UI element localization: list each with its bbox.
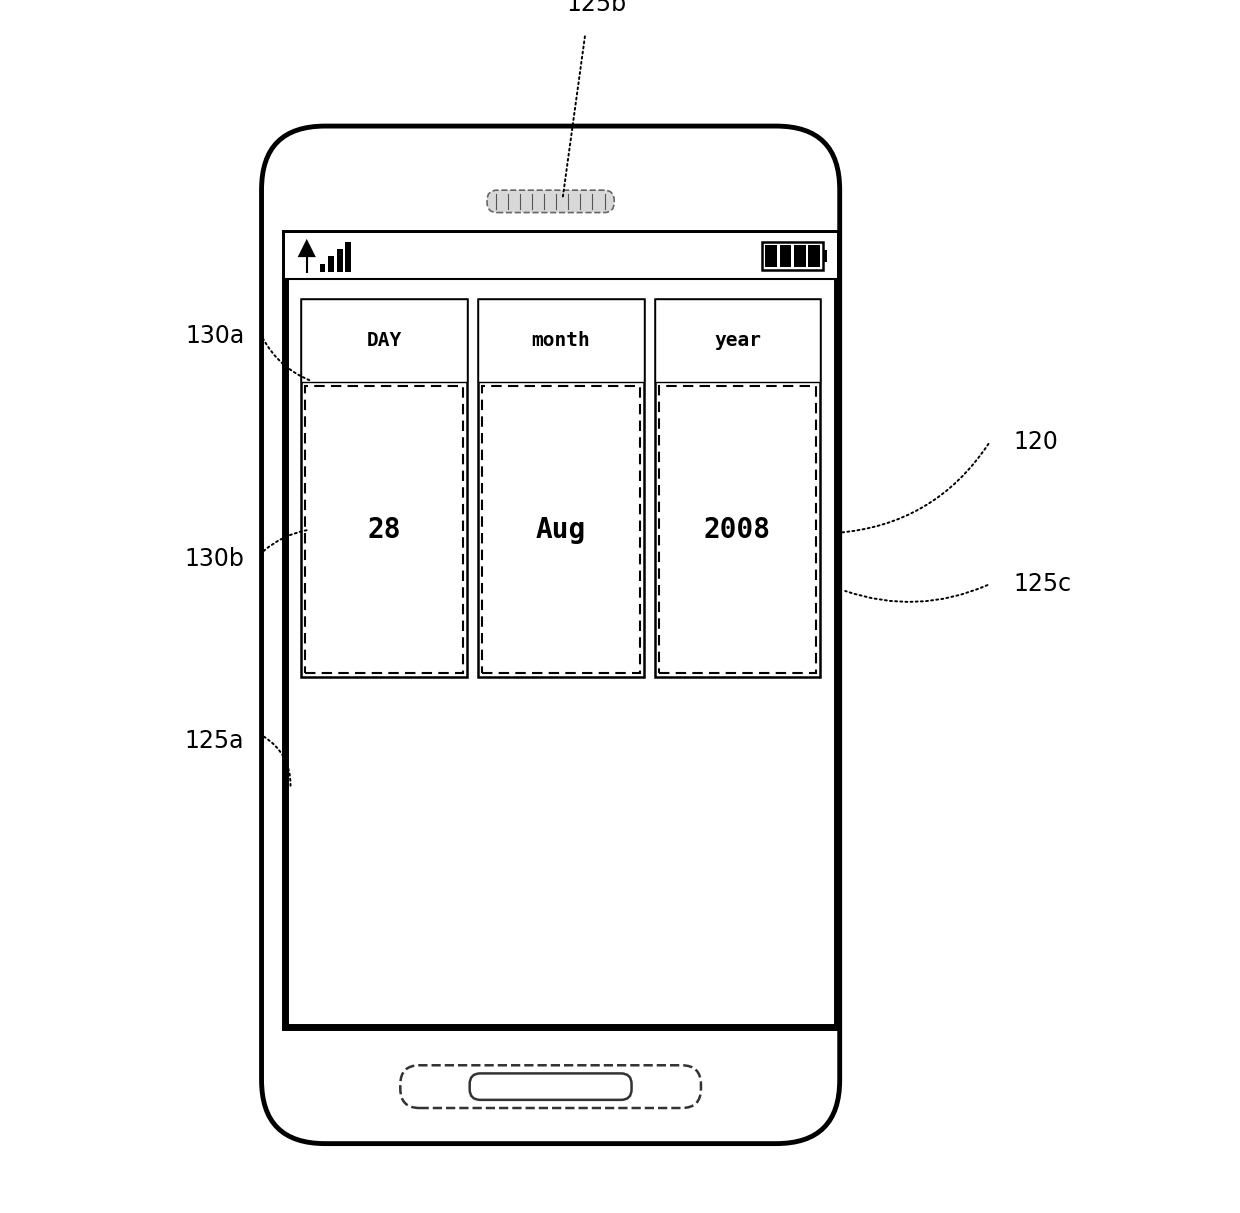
Text: 130a: 130a	[185, 324, 244, 348]
Bar	[285, 233, 837, 1026]
Bar	[482, 386, 640, 673]
Bar	[655, 298, 820, 677]
FancyBboxPatch shape	[487, 190, 614, 212]
Bar	[301, 298, 467, 677]
Text: Aug: Aug	[536, 516, 585, 543]
Text: 125b: 125b	[567, 0, 627, 16]
Bar	[346, 241, 351, 272]
Text: 125c: 125c	[1013, 573, 1071, 596]
Bar	[780, 245, 791, 267]
Text: month: month	[532, 331, 590, 349]
Bar	[320, 263, 325, 272]
Bar	[337, 249, 342, 272]
Text: 28: 28	[367, 516, 401, 543]
Bar	[655, 298, 820, 382]
Bar	[794, 245, 806, 267]
Bar	[285, 233, 837, 279]
Bar	[658, 386, 816, 673]
FancyBboxPatch shape	[470, 1074, 631, 1100]
Bar	[305, 386, 463, 673]
Bar	[477, 298, 644, 677]
Bar	[477, 298, 644, 382]
Bar	[763, 241, 823, 270]
Text: DAY: DAY	[367, 331, 402, 349]
Text: 2008: 2008	[704, 516, 771, 543]
Polygon shape	[298, 239, 316, 257]
Text: year: year	[714, 331, 761, 349]
Text: 120: 120	[1013, 429, 1058, 454]
FancyBboxPatch shape	[262, 126, 839, 1144]
Bar	[301, 298, 467, 382]
FancyBboxPatch shape	[401, 1065, 701, 1107]
Text: 130b: 130b	[185, 547, 244, 570]
Bar	[765, 245, 777, 267]
Bar	[823, 250, 827, 262]
Bar	[808, 245, 820, 267]
Text: 125a: 125a	[185, 729, 244, 753]
Bar	[329, 256, 334, 272]
